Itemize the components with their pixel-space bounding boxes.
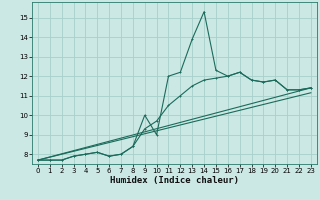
- X-axis label: Humidex (Indice chaleur): Humidex (Indice chaleur): [110, 176, 239, 185]
